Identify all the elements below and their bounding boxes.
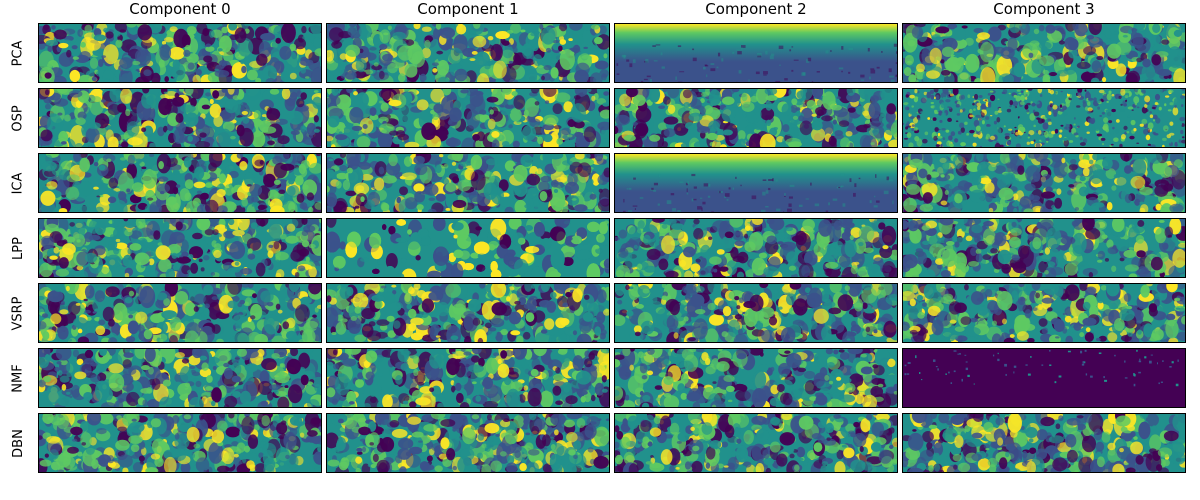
panel-lpp-component-3	[902, 218, 1186, 278]
row-label-pca: PCA	[10, 40, 26, 66]
panel-vsrp-component-0	[38, 283, 322, 343]
panel-vsrp-component-1	[326, 283, 610, 343]
panel-osp-component-0	[38, 88, 322, 148]
panel-osp-component-2	[614, 88, 898, 148]
row-label-nmf: NMF	[10, 363, 26, 393]
column-title-component-3: Component 3	[993, 0, 1095, 18]
panel-nmf-component-3	[902, 348, 1186, 408]
panel-osp-component-3	[902, 88, 1186, 148]
panel-lpp-component-0	[38, 218, 322, 278]
panel-ica-component-0	[38, 153, 322, 213]
panel-pca-component-3	[902, 23, 1186, 83]
panel-vsrp-component-2	[614, 283, 898, 343]
panel-nmf-component-2	[614, 348, 898, 408]
panel-pca-component-1	[326, 23, 610, 83]
panel-ica-component-2	[614, 153, 898, 213]
panel-dbn-component-1	[326, 413, 610, 473]
panel-ica-component-1	[326, 153, 610, 213]
panel-lpp-component-2	[614, 218, 898, 278]
row-label-dbn: DBN	[10, 428, 26, 458]
panel-osp-component-1	[326, 88, 610, 148]
panel-dbn-component-0	[38, 413, 322, 473]
panel-pca-component-2	[614, 23, 898, 83]
row-label-lpp: LPP	[10, 236, 26, 260]
panel-vsrp-component-3	[902, 283, 1186, 343]
panel-dbn-component-2	[614, 413, 898, 473]
panel-ica-component-3	[902, 153, 1186, 213]
column-title-component-0: Component 0	[129, 0, 231, 18]
panel-pca-component-0	[38, 23, 322, 83]
row-label-ica: ICA	[10, 172, 26, 194]
panel-nmf-component-1	[326, 348, 610, 408]
row-label-vsrp: VSRP	[10, 295, 26, 331]
row-label-osp: OSP	[10, 104, 26, 132]
panel-dbn-component-3	[902, 413, 1186, 473]
panel-lpp-component-1	[326, 218, 610, 278]
panel-nmf-component-0	[38, 348, 322, 408]
column-title-component-1: Component 1	[417, 0, 519, 18]
column-title-component-2: Component 2	[705, 0, 807, 18]
